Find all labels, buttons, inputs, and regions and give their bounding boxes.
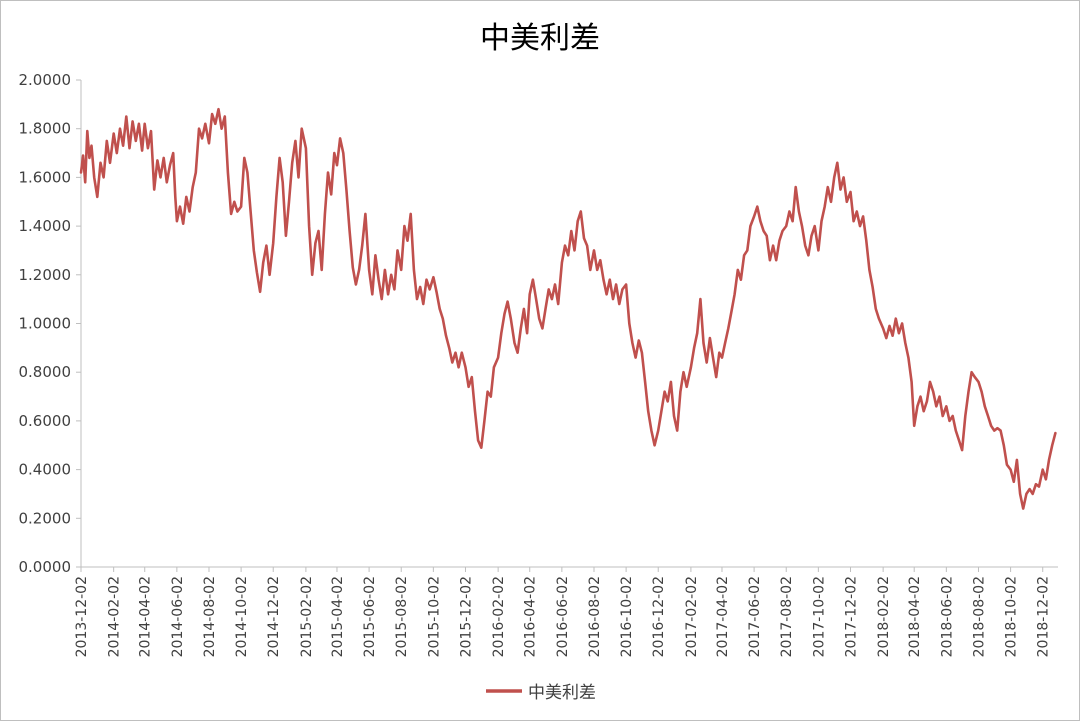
series-line: [79, 107, 1057, 510]
x-tick-label: 2017-04-02: [715, 576, 731, 657]
x-tick-label: 2017-02-02: [684, 576, 700, 657]
x-tick-label: 2015-08-02: [394, 576, 410, 657]
y-tick-label: 1.4000: [19, 217, 72, 235]
x-tick-label: 2014-02-02: [107, 576, 123, 657]
y-tick-label: 0.8000: [19, 363, 72, 381]
x-tick-label: 2018-12-02: [1036, 576, 1052, 657]
y-tick-label: 0.2000: [19, 509, 72, 527]
x-tick-label: 2015-04-02: [330, 576, 346, 657]
y-tick-label: 1.6000: [19, 168, 72, 186]
x-tick-label: 2016-02-02: [491, 576, 507, 657]
x-tick-label: 2017-06-02: [747, 576, 763, 657]
x-tick-label: 2016-10-02: [619, 576, 635, 657]
y-tick-label: 0.4000: [19, 461, 72, 479]
x-tick-label: 2014-12-02: [266, 576, 282, 657]
x-tick-label: 2016-12-02: [651, 576, 667, 657]
y-tick-label: 1.0000: [19, 315, 72, 333]
x-tick-label: 2017-10-02: [811, 576, 827, 657]
y-tick-label: 0.6000: [19, 412, 72, 430]
x-tick-label: 2015-12-02: [458, 576, 474, 657]
x-axis: 2013-12-02 2014-02-02 2014-04-02 2014-06-02…: [74, 566, 1058, 657]
y-tick-label: 1.2000: [19, 266, 72, 284]
x-tick-label: 2016-04-02: [523, 576, 539, 657]
x-tick-label: 2013-12-02: [74, 576, 90, 657]
x-tick-label: 2018-08-02: [971, 576, 987, 657]
y-axis: 0.0000 0.2000 0.4000 0.6000 0.8000 1.0000 1.20…: [19, 71, 82, 576]
x-tick-label: 2018-02-02: [876, 576, 892, 657]
y-tick-label: 0.0000: [19, 558, 72, 576]
x-tick-label: 2016-06-02: [555, 576, 571, 657]
x-tick-label: 2018-04-02: [907, 576, 923, 657]
legend: 中美利差: [486, 683, 596, 703]
x-tick-label: 2015-06-02: [362, 576, 378, 657]
x-tick-label: 2018-10-02: [1004, 576, 1020, 657]
x-tick-label: 2016-08-02: [587, 576, 603, 657]
x-tick-label: 2014-04-02: [138, 576, 154, 657]
y-tick-label: 2.0000: [19, 71, 72, 89]
x-tick-label: 2017-12-02: [843, 576, 859, 657]
x-tick-label: 2014-06-02: [170, 576, 186, 657]
x-tick-label: 2017-08-02: [779, 576, 795, 657]
x-tick-label: 2014-08-02: [202, 576, 218, 657]
x-tick-label: 2015-10-02: [426, 576, 442, 657]
legend-label: 中美利差: [528, 683, 596, 703]
x-tick-label: 2018-06-02: [939, 576, 955, 657]
y-tick-label: 1.8000: [19, 120, 72, 138]
series-layer: [79, 107, 1057, 510]
chart-title: 中美利差: [480, 21, 600, 56]
x-tick-label: 2015-02-02: [299, 576, 315, 657]
x-tick-label: 2014-10-02: [234, 576, 250, 657]
